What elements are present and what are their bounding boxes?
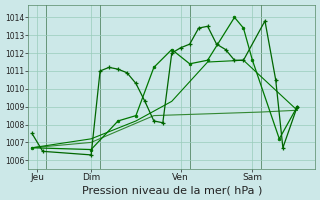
X-axis label: Pression niveau de la mer( hPa ): Pression niveau de la mer( hPa ) [82,185,262,195]
